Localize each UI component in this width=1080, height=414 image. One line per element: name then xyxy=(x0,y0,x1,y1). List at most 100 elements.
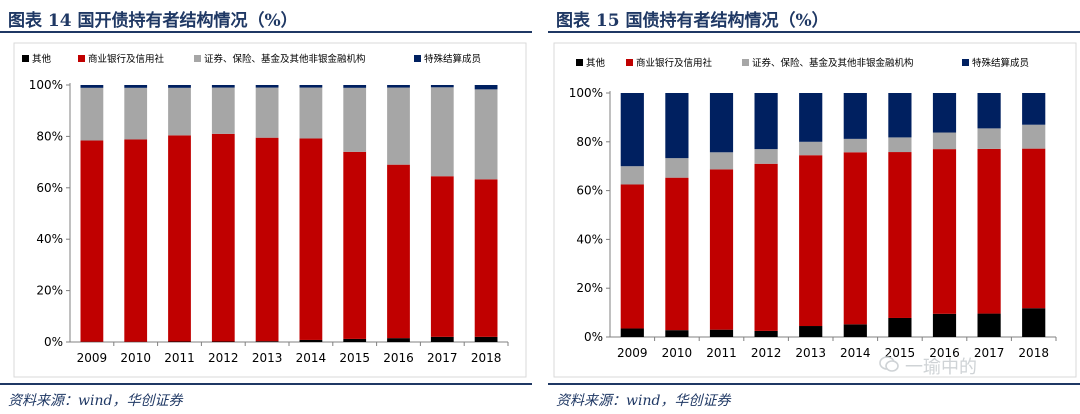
right-bar-segment xyxy=(709,169,734,330)
right-bar-segment xyxy=(709,329,734,337)
left-x-tick-label: 2015 xyxy=(339,351,370,365)
left-bar-segment xyxy=(211,341,235,342)
left-bar-segment xyxy=(255,87,279,138)
left-x-tick-label: 2018 xyxy=(471,351,502,365)
right-bar-segment xyxy=(620,184,644,329)
left-bar-segment xyxy=(430,87,454,177)
left-legend-swatch xyxy=(22,55,29,62)
left-x-tick-label: 2010 xyxy=(120,351,151,365)
right-bar-segment xyxy=(665,93,689,159)
left-figure: 图表 14 国开债持有者结构情况（%） 其他 商业银行及信用社 证券、保险、基金及其… xyxy=(0,0,532,414)
left-bar-segment xyxy=(211,85,235,88)
left-bar-segment xyxy=(255,341,279,342)
right-legend-label: 其他 xyxy=(586,57,606,69)
left-x-tick-label: 2013 xyxy=(252,351,283,365)
left-bar-segment xyxy=(299,85,323,88)
right-bar-segment xyxy=(754,93,778,150)
right-bar-segment xyxy=(620,93,644,167)
right-bar-segment xyxy=(1022,124,1046,149)
right-x-tick-label: 2016 xyxy=(929,346,960,360)
left-bar-segment xyxy=(80,85,104,88)
right-bar-segment xyxy=(977,128,1001,149)
left-bar-segment xyxy=(255,137,279,342)
right-x-tick-label: 2013 xyxy=(795,346,826,360)
right-x-tick-label: 2015 xyxy=(885,346,916,360)
left-stacked-bar-chart: 其他 商业银行及信用社 证券、保险、基金及其他非银金融机构 特殊结算成员 0% 20% 40… xyxy=(13,42,527,378)
right-bar-segment xyxy=(843,138,867,153)
left-bar-segment xyxy=(343,87,367,152)
right-bar-segment xyxy=(799,141,823,156)
left-x-tick-label: 2014 xyxy=(296,351,327,365)
right-bar-segment xyxy=(977,93,1001,129)
left-bar-segment xyxy=(168,85,191,88)
right-x-tick-label: 2012 xyxy=(751,346,782,360)
left-bar-segment xyxy=(124,139,148,342)
right-y-tick-label: 100% xyxy=(569,86,603,100)
left-bar-segment xyxy=(168,135,191,342)
right-y-tick-label: 20% xyxy=(576,281,603,295)
right-legend-swatch xyxy=(742,59,749,66)
left-source-rule xyxy=(0,383,532,385)
right-bar-segment xyxy=(1022,93,1046,125)
left-bar-segment xyxy=(211,87,235,134)
left-y-tick-label: 40% xyxy=(36,232,63,246)
left-legend-label: 商业银行及信用社 xyxy=(88,53,165,65)
left-bar-segment xyxy=(343,338,367,342)
left-bar-segment xyxy=(168,87,191,136)
watermark-text: 一瑜中的 xyxy=(905,357,977,378)
right-x-tick-label: 2018 xyxy=(1018,346,1049,360)
right-x-tick-label: 2010 xyxy=(662,346,693,360)
left-bar-segment xyxy=(387,338,410,342)
left-bar-segment xyxy=(343,151,367,339)
right-bar-segment xyxy=(977,148,1001,314)
right-bar-segment xyxy=(888,152,912,318)
left-bar-segment xyxy=(299,87,323,139)
right-bar-segment xyxy=(1022,308,1046,337)
left-legend-label: 证券、保险、基金及其他非银金融机构 xyxy=(204,53,366,65)
right-bar-segment xyxy=(620,166,644,185)
left-bar-segment xyxy=(430,176,454,337)
left-bar-segment xyxy=(343,85,367,88)
left-bar-segment xyxy=(80,87,104,141)
left-bar-segment xyxy=(299,339,323,342)
right-bar-segment xyxy=(754,163,778,331)
right-y-tick-label: 60% xyxy=(576,184,603,198)
right-x-tick-label: 2014 xyxy=(840,346,871,360)
left-bar-segment xyxy=(387,85,410,88)
left-figure-title: 图表 14 国开债持有者结构情况（%） xyxy=(8,11,298,31)
left-legend-label: 特殊结算成员 xyxy=(424,53,481,65)
right-legend-swatch xyxy=(576,59,583,66)
left-legend-swatch xyxy=(78,55,85,62)
left-x-tick-label: 2011 xyxy=(164,351,195,365)
left-bar-segment xyxy=(255,85,279,88)
right-y-tick-label: 0% xyxy=(584,330,603,344)
left-bar-segment xyxy=(430,85,454,88)
left-source-note: 资料来源：wind，华创证券 xyxy=(8,393,183,409)
left-bar-segment xyxy=(474,336,498,342)
right-bar-segment xyxy=(888,317,912,337)
right-y-tick-label: 40% xyxy=(576,232,603,246)
left-title-rule xyxy=(0,31,532,33)
right-title-rule xyxy=(548,31,1080,33)
right-source-rule xyxy=(548,383,1080,385)
left-bar-segment xyxy=(474,179,498,337)
left-y-tick-label: 100% xyxy=(29,78,63,92)
right-bar-segment xyxy=(665,158,689,178)
right-bar-segment xyxy=(888,137,912,153)
right-bar-segment xyxy=(1022,148,1046,309)
right-bar-segment xyxy=(799,155,823,327)
right-bar-segment xyxy=(754,149,778,164)
right-x-tick-label: 2011 xyxy=(706,346,737,360)
left-legend-label: 其他 xyxy=(32,53,52,65)
right-bar-segment xyxy=(754,330,778,337)
left-bar-segment xyxy=(474,85,498,90)
left-bar-segment xyxy=(387,87,410,165)
left-bar-segment xyxy=(430,336,454,342)
right-bar-segment xyxy=(932,149,957,314)
left-legend-swatch xyxy=(414,55,421,62)
right-y-tick-label: 80% xyxy=(576,135,603,149)
left-bar-segment xyxy=(80,140,104,342)
right-bar-segment xyxy=(977,313,1001,337)
left-y-tick-label: 20% xyxy=(36,284,63,298)
right-legend-label: 商业银行及信用社 xyxy=(636,57,713,69)
